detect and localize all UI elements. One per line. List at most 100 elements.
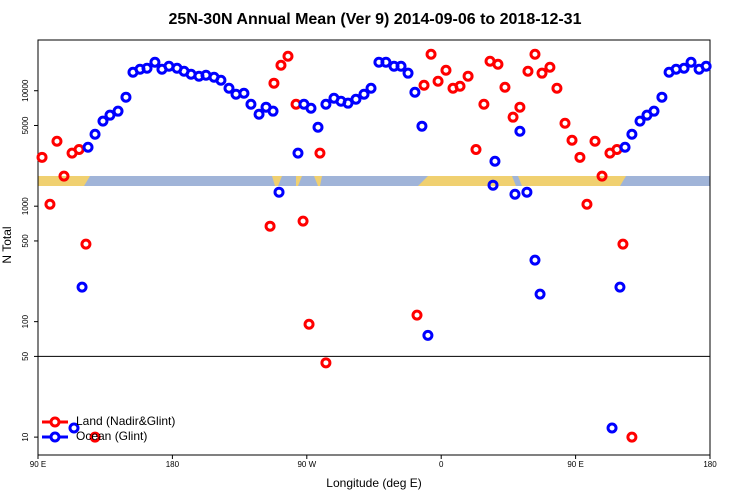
- legend-label: Land (Nadir&Glint): [76, 414, 175, 428]
- x-tick-label: 90 E: [30, 460, 46, 469]
- point: [268, 77, 280, 89]
- point: [514, 125, 526, 137]
- point: [89, 431, 101, 443]
- point: [305, 102, 317, 114]
- point: [614, 281, 626, 293]
- point: [648, 105, 660, 117]
- point: [656, 91, 668, 103]
- land-strip: [272, 176, 282, 186]
- point: [112, 105, 124, 117]
- point: [536, 67, 548, 79]
- point: [678, 62, 690, 74]
- point: [89, 128, 101, 140]
- point: [418, 79, 430, 91]
- point: [521, 186, 533, 198]
- point: [275, 59, 287, 71]
- point: [82, 141, 94, 153]
- point: [238, 87, 250, 99]
- point: [273, 186, 285, 198]
- point: [581, 198, 593, 210]
- map-strip: [38, 176, 710, 186]
- point: [303, 318, 315, 330]
- y-axis-label: N Total: [0, 226, 14, 263]
- point: [489, 155, 501, 167]
- x-axis-label: Longitude (deg E): [326, 476, 421, 490]
- point: [422, 329, 434, 341]
- land-strip: [296, 176, 302, 186]
- point: [454, 80, 466, 92]
- point: [470, 143, 482, 155]
- x-tick-label: 90 W: [297, 460, 316, 469]
- legend-marker: [49, 416, 61, 428]
- point: [223, 82, 235, 94]
- legend-label: Ocean (Glint): [76, 429, 147, 443]
- point: [395, 60, 407, 72]
- point: [282, 50, 294, 62]
- point: [120, 91, 132, 103]
- land-strip: [518, 176, 626, 186]
- point: [245, 98, 257, 110]
- point: [51, 135, 63, 147]
- point: [626, 128, 638, 140]
- point: [432, 75, 444, 87]
- point: [320, 98, 332, 110]
- point: [634, 115, 646, 127]
- x-tick-label: 0: [439, 460, 444, 469]
- point: [36, 151, 48, 163]
- point: [529, 48, 541, 60]
- point: [522, 65, 534, 77]
- point: [267, 105, 279, 117]
- point: [617, 238, 629, 250]
- point: [626, 431, 638, 443]
- point: [365, 82, 377, 94]
- point: [264, 220, 276, 232]
- point: [409, 86, 421, 98]
- y-tick-label: 10: [21, 432, 30, 441]
- point: [416, 120, 428, 132]
- point: [380, 56, 392, 68]
- point: [551, 82, 563, 94]
- y-tick-label: 10000: [21, 79, 30, 102]
- point: [358, 88, 370, 100]
- point: [320, 357, 332, 369]
- point: [544, 61, 556, 73]
- point: [402, 67, 414, 79]
- point: [58, 170, 70, 182]
- point: [440, 64, 452, 76]
- ocean-strip: [38, 176, 710, 186]
- point: [534, 288, 546, 300]
- point: [44, 198, 56, 210]
- point: [514, 101, 526, 113]
- x-tick-label: 180: [703, 460, 717, 469]
- point: [292, 147, 304, 159]
- point: [314, 147, 326, 159]
- point: [574, 151, 586, 163]
- point: [478, 98, 490, 110]
- point: [559, 117, 571, 129]
- point: [312, 121, 324, 133]
- point: [700, 60, 712, 72]
- point: [149, 56, 161, 68]
- chart-title: 25N-30N Annual Mean (Ver 9) 2014-09-06 t…: [169, 11, 582, 28]
- point: [80, 238, 92, 250]
- point: [411, 309, 423, 321]
- point: [297, 215, 309, 227]
- point: [509, 188, 521, 200]
- y-tick-label: 1000: [21, 197, 30, 215]
- y-tick-label: 100: [21, 314, 30, 328]
- point: [492, 58, 504, 70]
- point: [68, 422, 80, 434]
- point: [589, 135, 601, 147]
- point: [596, 170, 608, 182]
- point: [619, 141, 631, 153]
- point: [499, 81, 511, 93]
- x-tick-label: 90 E: [567, 460, 583, 469]
- point: [487, 179, 499, 191]
- point: [104, 109, 116, 121]
- y-tick-label: 5000: [21, 116, 30, 134]
- point: [529, 254, 541, 266]
- land-strip: [418, 176, 516, 186]
- y-tick-label: 50: [21, 351, 30, 360]
